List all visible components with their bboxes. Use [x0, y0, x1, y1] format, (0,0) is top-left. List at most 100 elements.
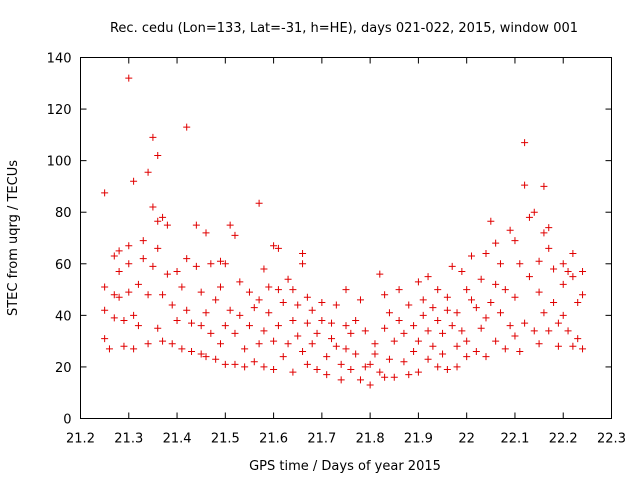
data-point	[482, 353, 490, 361]
data-point	[154, 244, 162, 252]
data-point	[188, 319, 196, 327]
data-point	[371, 350, 379, 358]
data-point	[313, 366, 321, 374]
data-point	[453, 342, 461, 350]
data-point	[569, 249, 577, 257]
y-tick-label: 20	[55, 361, 72, 376]
data-point	[245, 288, 253, 296]
data-point	[366, 381, 374, 389]
data-point	[352, 350, 360, 358]
data-point	[154, 324, 162, 332]
data-point	[154, 217, 162, 225]
data-point	[395, 286, 403, 294]
data-point	[492, 280, 500, 288]
data-point	[221, 260, 229, 268]
data-point	[506, 322, 514, 330]
data-point	[139, 237, 147, 245]
data-point	[516, 347, 524, 355]
data-point	[545, 327, 553, 335]
data-point	[318, 298, 326, 306]
data-point	[144, 291, 152, 299]
data-point	[496, 260, 504, 268]
data-point	[448, 322, 456, 330]
data-point	[337, 360, 345, 368]
data-point	[173, 268, 181, 276]
data-point	[134, 322, 142, 330]
data-point	[550, 265, 558, 273]
data-point	[564, 327, 572, 335]
data-point	[197, 288, 205, 296]
data-point	[299, 249, 307, 257]
data-point	[130, 177, 138, 185]
data-point	[250, 304, 258, 312]
data-point	[101, 283, 109, 291]
data-point	[110, 314, 118, 322]
data-point	[429, 304, 437, 312]
data-point	[197, 350, 205, 358]
data-point	[130, 311, 138, 319]
data-point	[395, 317, 403, 325]
data-point	[270, 242, 278, 250]
data-point	[221, 322, 229, 330]
data-point	[323, 371, 331, 379]
data-point	[482, 249, 490, 257]
data-point	[289, 286, 297, 294]
data-point	[221, 360, 229, 368]
data-point	[453, 309, 461, 317]
data-point	[332, 342, 340, 350]
data-point	[163, 270, 171, 278]
data-point	[149, 133, 157, 141]
x-tick-label: 22	[458, 432, 475, 447]
data-point	[144, 340, 152, 348]
data-point	[361, 327, 369, 335]
data-point	[270, 366, 278, 374]
data-point	[178, 345, 186, 353]
data-point	[168, 340, 176, 348]
data-point	[468, 252, 476, 260]
data-point	[525, 213, 533, 221]
data-point	[540, 229, 548, 237]
chart-title: Rec. cedu (Lon=133, Lat=-31, h=HE), days…	[110, 21, 578, 36]
x-tick-label: 21.9	[404, 432, 433, 447]
data-point	[429, 342, 437, 350]
data-point	[477, 324, 485, 332]
data-point	[579, 291, 587, 299]
data-point	[212, 355, 220, 363]
data-point	[337, 376, 345, 384]
data-point	[525, 273, 533, 281]
data-point	[579, 345, 587, 353]
y-tick-label: 140	[47, 52, 72, 67]
x-tick-label: 21.8	[356, 432, 385, 447]
data-point	[463, 337, 471, 345]
data-point	[101, 189, 109, 197]
data-point	[115, 293, 123, 301]
data-point	[443, 366, 451, 374]
data-point	[381, 291, 389, 299]
data-point	[458, 268, 466, 276]
data-point	[511, 293, 519, 301]
data-point	[241, 363, 249, 371]
data-point	[260, 327, 268, 335]
data-point	[149, 203, 157, 211]
data-point	[144, 168, 152, 176]
data-point	[274, 286, 282, 294]
data-point	[574, 298, 582, 306]
data-point	[192, 262, 200, 270]
data-point	[183, 123, 191, 131]
data-point	[159, 337, 167, 345]
data-point	[115, 268, 123, 276]
data-point	[574, 335, 582, 343]
data-point	[289, 317, 297, 325]
data-point	[487, 217, 495, 225]
data-point	[559, 280, 567, 288]
data-point	[492, 337, 500, 345]
x-tick-label: 21.5	[211, 432, 240, 447]
data-point	[569, 342, 577, 350]
data-point	[313, 329, 321, 337]
x-tick-label: 22.2	[549, 432, 578, 447]
data-point	[168, 301, 176, 309]
x-tick-label: 21.7	[307, 432, 336, 447]
data-point	[434, 363, 442, 371]
data-point	[323, 353, 331, 361]
data-point	[496, 309, 504, 317]
